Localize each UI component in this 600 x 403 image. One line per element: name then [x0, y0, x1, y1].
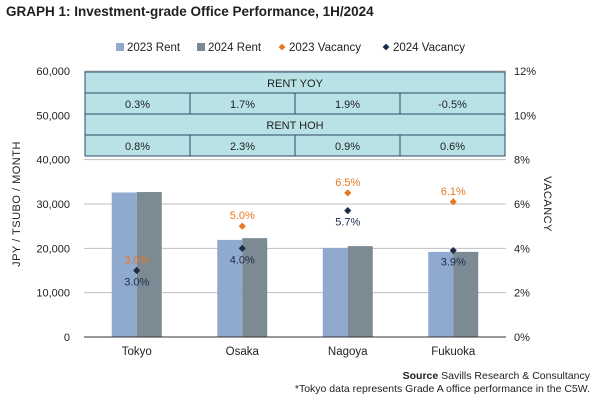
vacancy-label-2024: 3.9%: [441, 257, 466, 269]
axes: 0 0% 10,000 2% 20,000 4% 30,000 6% 40,000 8% 50,00…: [11, 66, 553, 358]
y2-tick-label: 10%: [514, 110, 536, 122]
y2-tick-label: 12%: [514, 66, 536, 78]
table-cell-value: 1.7%: [230, 99, 255, 111]
table-cell-value: 2.3%: [230, 141, 255, 153]
bar-rent-2024: [136, 192, 162, 337]
bar-rent-2023: [322, 247, 348, 337]
table-header-label: RENT YOY: [267, 78, 323, 90]
combo-chart: RENT YOY 0.3% 1.7% 1.9% -0.5% RENT HOH 0.8% 2.3…: [11, 42, 553, 358]
x-tick-label: Nagoya: [328, 346, 368, 358]
y2-tick-label: 6%: [514, 199, 530, 211]
vacancy-label-2024: 3.0%: [124, 277, 149, 289]
table-cell: [399, 134, 506, 157]
y-tick-label: 60,000: [36, 66, 70, 78]
y2-tick-label: 0%: [514, 332, 530, 344]
vacancy-point-2024: [238, 244, 246, 252]
y-axis-title: JPY / TSUBO / MONTH: [11, 141, 23, 267]
table-cell-value: 0.3%: [125, 99, 150, 111]
chart-title: GRAPH 1: Investment-grade Office Perform…: [6, 4, 374, 19]
bar-rent-2024: [453, 251, 479, 337]
legend: 2023 Rent 2024 Rent 2023 Vacancy 2024 Vacan…: [116, 42, 465, 54]
legend-label: 2023 Rent: [127, 42, 181, 54]
x-tick-label: Tokyo: [122, 346, 152, 358]
vacancy-point-2023: [449, 198, 457, 206]
vacancy-points: 3.0% 5.0% 6.5% 6.1% 3.0% 4.0% 5.7% 3.9%: [124, 177, 466, 289]
data-table: RENT YOY 0.3% 1.7% 1.9% -0.5% RENT HOH 0.8% 2.3…: [84, 71, 506, 157]
vacancy-point-2024: [449, 246, 457, 255]
x-tick-label: Osaka: [226, 346, 260, 358]
table-cell-value: 1.9%: [335, 99, 360, 111]
vacancy-point-2024: [344, 207, 352, 215]
bar-rent-2023: [428, 251, 454, 337]
legend-swatch: [278, 43, 286, 51]
bar-rent-2023: [217, 239, 243, 337]
vacancy-point-2023: [238, 222, 246, 230]
x-tick-label: Fukuoka: [431, 346, 476, 358]
y-tick-label: 0: [64, 332, 70, 344]
vacancy-label-2023: 6.5%: [335, 177, 360, 189]
y-tick-label: 50,000: [36, 110, 70, 122]
bar-rent-2023: [111, 192, 137, 337]
vacancy-point-2023: [344, 189, 352, 197]
source-label: Source: [402, 370, 439, 382]
legend-label: 2024 Vacancy: [393, 42, 465, 54]
vacancy-label-2023: 6.1%: [441, 186, 466, 198]
y-tick-label: 40,000: [36, 155, 70, 167]
chart-footer: Source Savills Research & Consultancy *T…: [295, 370, 590, 396]
y2-tick-label: 4%: [514, 243, 530, 255]
y2-tick-label: 8%: [514, 155, 530, 167]
legend-swatch: [116, 43, 124, 51]
bar-rent-2024: [347, 246, 373, 337]
vacancy-label-2023: 3.0%: [124, 255, 149, 267]
legend-swatch: [197, 43, 205, 51]
vacancy-point-2024: [133, 266, 141, 275]
source-text: Savills Research & Consultancy: [441, 370, 590, 382]
y-tick-label: 20,000: [36, 243, 70, 255]
bar-rent-2024: [242, 238, 268, 337]
legend-swatch: [382, 43, 390, 51]
bars: [111, 192, 479, 337]
table-cell-value: -0.5%: [438, 99, 467, 111]
table-cell-value: 0.6%: [440, 141, 465, 153]
legend-label: 2023 Vacancy: [289, 42, 361, 54]
y-tick-label: 10,000: [36, 288, 70, 300]
vacancy-label-2023: 5.0%: [230, 210, 255, 222]
table-cell-value: 0.8%: [125, 141, 150, 153]
vacancy-label-2024: 5.7%: [335, 217, 360, 229]
table-cell-value: 0.9%: [335, 141, 360, 153]
footnote: *Tokyo data represents Grade A office pe…: [294, 383, 590, 395]
legend-label: 2024 Rent: [208, 42, 262, 54]
y2-axis-title: VACANCY: [541, 176, 553, 232]
y-tick-label: 30,000: [36, 199, 70, 211]
y2-tick-label: 2%: [514, 288, 530, 300]
vacancy-label-2024: 4.0%: [230, 254, 255, 266]
source-line: Source Savills Research & Consultancy: [295, 370, 590, 383]
table-header-label: RENT HOH: [266, 120, 323, 132]
